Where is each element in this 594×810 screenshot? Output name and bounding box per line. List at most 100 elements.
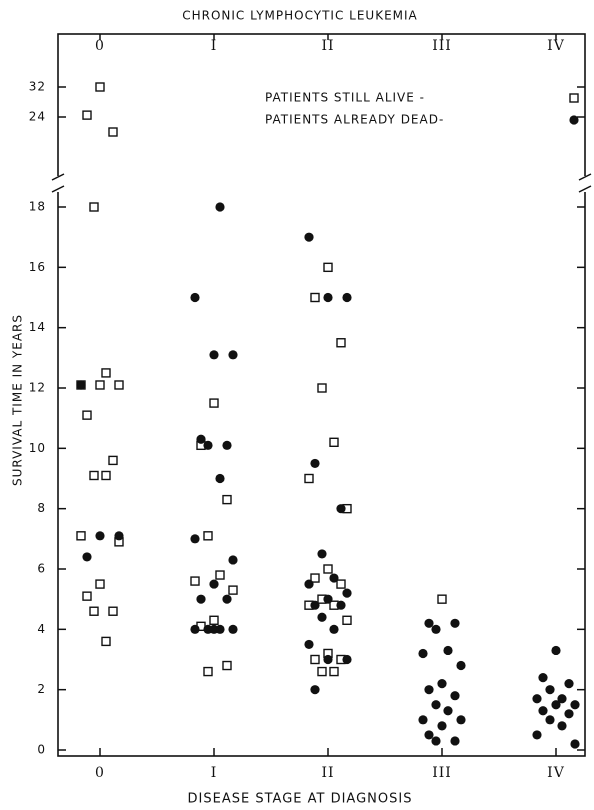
y-tick-label: 8 bbox=[37, 501, 46, 515]
top-tick-label: IV bbox=[547, 38, 565, 54]
alive-point bbox=[437, 594, 447, 604]
dead-point bbox=[336, 504, 346, 514]
dead-point bbox=[310, 685, 320, 695]
dead-point bbox=[196, 594, 206, 604]
x-tick-label: IV bbox=[547, 765, 565, 781]
dead-point bbox=[310, 600, 320, 610]
dead-point bbox=[424, 685, 434, 695]
dead-point bbox=[431, 736, 441, 746]
alive-point bbox=[203, 666, 213, 677]
dead-point bbox=[450, 736, 460, 746]
top-tick-label: I bbox=[211, 38, 218, 54]
alive-point bbox=[101, 470, 111, 481]
x-tick-label: III bbox=[432, 765, 452, 781]
y-tick-label: 6 bbox=[37, 562, 46, 576]
alive-point bbox=[304, 473, 314, 484]
dead-point bbox=[551, 645, 561, 656]
alive-point bbox=[95, 380, 105, 390]
dead-point bbox=[545, 715, 555, 725]
top-tick-label: 0 bbox=[95, 38, 105, 54]
axis-break-marks bbox=[51, 173, 592, 193]
dead-point bbox=[564, 679, 574, 689]
dead-point bbox=[342, 654, 352, 665]
dead-point bbox=[342, 292, 352, 303]
alive-point bbox=[222, 494, 232, 505]
alive-point bbox=[215, 570, 225, 580]
dead-point bbox=[570, 739, 580, 749]
top-tick-label: III bbox=[432, 38, 452, 54]
dead-point bbox=[418, 648, 428, 659]
dead-point bbox=[551, 700, 561, 710]
alive-point bbox=[209, 615, 219, 625]
alive-point bbox=[203, 531, 213, 541]
alive-point bbox=[317, 666, 327, 677]
dead-point bbox=[443, 706, 453, 716]
alive-point bbox=[82, 591, 92, 601]
alive-point bbox=[342, 615, 352, 625]
dead-point bbox=[532, 694, 542, 704]
y-tick-label: 0 bbox=[37, 743, 46, 757]
x-tick-label: I bbox=[211, 765, 218, 781]
dead-point bbox=[323, 654, 333, 665]
legend-label: PATIENTS ALREADY DEAD- bbox=[265, 113, 444, 127]
dead-point bbox=[209, 350, 219, 360]
alive-point bbox=[228, 585, 238, 595]
alive-point bbox=[82, 410, 92, 420]
dead-point bbox=[215, 202, 225, 212]
dead-point bbox=[304, 579, 314, 589]
alive-point bbox=[76, 531, 86, 541]
dead-point bbox=[437, 679, 447, 689]
alive-point bbox=[317, 383, 327, 393]
dead-point bbox=[564, 709, 574, 719]
alive-point bbox=[95, 579, 105, 589]
dead-point bbox=[317, 612, 327, 622]
dead-point bbox=[228, 624, 238, 634]
dead-point bbox=[95, 531, 105, 541]
dead-point bbox=[190, 624, 200, 634]
alive-point bbox=[101, 368, 111, 378]
alive-point bbox=[114, 380, 124, 390]
dead-point bbox=[450, 691, 460, 701]
alive-point bbox=[323, 262, 333, 273]
dead-point bbox=[431, 700, 441, 710]
y-tick-label: 10 bbox=[29, 441, 46, 455]
top-tick-label: II bbox=[321, 38, 334, 54]
y-tick-label: 16 bbox=[29, 260, 46, 274]
dead-point bbox=[456, 715, 466, 725]
y-tick-label: 4 bbox=[37, 622, 46, 636]
alive-point bbox=[209, 398, 219, 408]
dead-point bbox=[310, 458, 320, 469]
alive-point bbox=[310, 654, 320, 665]
dead-point bbox=[190, 534, 200, 544]
alive-point bbox=[190, 576, 200, 586]
dead-point bbox=[570, 700, 580, 710]
dead-point bbox=[190, 292, 200, 303]
y-tick-label: 12 bbox=[29, 381, 46, 395]
alive-point bbox=[89, 606, 99, 616]
dead-point bbox=[342, 588, 352, 598]
dead-point bbox=[443, 645, 453, 656]
y-tick-label: 14 bbox=[29, 320, 46, 334]
dead-point bbox=[203, 440, 213, 450]
dead-point bbox=[222, 440, 232, 450]
dead-point bbox=[437, 721, 447, 731]
y-tick-label: 18 bbox=[29, 200, 46, 214]
dead-point bbox=[209, 579, 219, 589]
chart-title: CHRONIC LYMPHOCYTIC LEUKEMIA bbox=[182, 9, 418, 23]
alive-point bbox=[569, 93, 579, 103]
dead-point bbox=[228, 350, 238, 360]
dead-point bbox=[569, 115, 579, 125]
alive-point bbox=[89, 202, 99, 212]
alive-point bbox=[82, 110, 92, 120]
alive-point bbox=[310, 573, 320, 583]
x-axis-label: DISEASE STAGE AT DIAGNOSIS bbox=[188, 792, 413, 807]
dead-point bbox=[329, 573, 339, 583]
dead-point bbox=[538, 673, 548, 683]
dead-point bbox=[215, 473, 225, 484]
dead-point bbox=[557, 721, 567, 731]
x-tick-label: II bbox=[321, 765, 334, 781]
alive-point bbox=[310, 292, 320, 303]
dead-point bbox=[323, 292, 333, 303]
dead-point bbox=[538, 706, 548, 716]
